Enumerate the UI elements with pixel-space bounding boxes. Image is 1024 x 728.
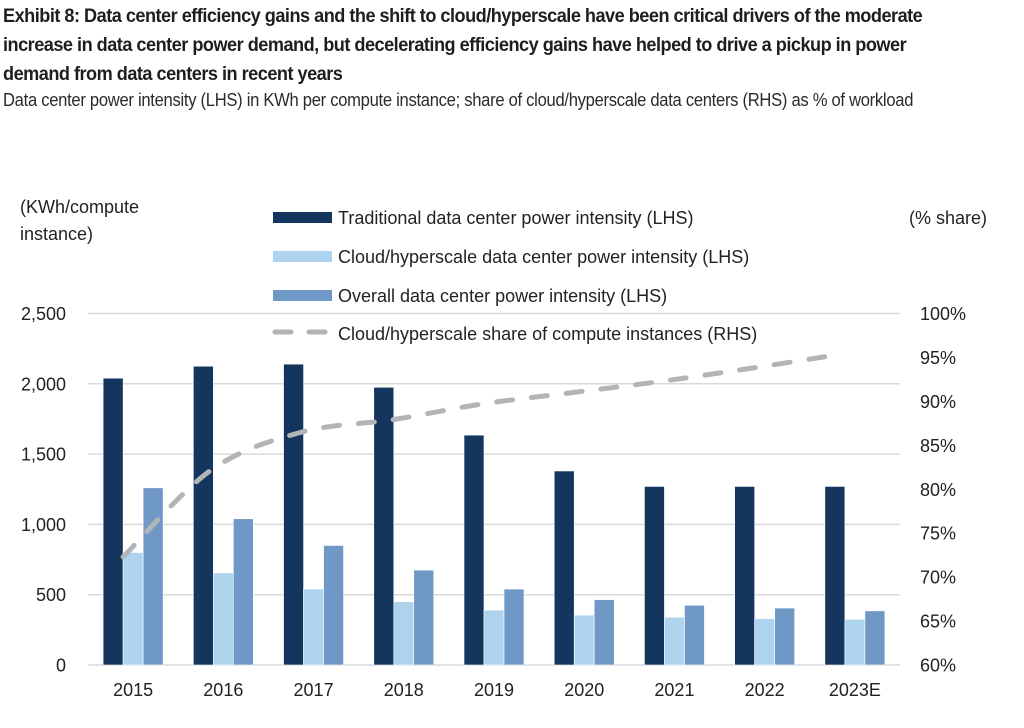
legend-swatch-overall bbox=[273, 290, 332, 301]
bar-cloud-2023E bbox=[844, 619, 866, 666]
left-axis-label-line2: instance) bbox=[20, 224, 93, 244]
x-tick-label: 2019 bbox=[474, 680, 514, 700]
x-tick-label: 2022 bbox=[745, 680, 785, 700]
right-axis-ticks: 60% 65% 70% 75% 80% 85% 90% 95% 100% bbox=[920, 304, 966, 676]
x-tick-label: 2017 bbox=[294, 680, 334, 700]
bar-cloud-2016 bbox=[213, 572, 234, 666]
right-tick-label: 85% bbox=[920, 436, 956, 456]
x-tick-label: 2018 bbox=[384, 680, 424, 700]
bar-overall-2021 bbox=[684, 604, 705, 666]
legend-swatch-cloud bbox=[273, 251, 332, 262]
bar-cloud-2017 bbox=[303, 588, 324, 666]
legend-label-traditional: Traditional data center power intensity … bbox=[338, 208, 694, 228]
x-tick-label: 2021 bbox=[654, 680, 694, 700]
bar-overall-2020 bbox=[593, 599, 615, 666]
right-tick-label: 65% bbox=[920, 612, 956, 632]
bar-traditional-2017 bbox=[283, 363, 304, 666]
x-axis-ticks: 2015 2016 2017 2018 2019 2020 2021 2022 2023E bbox=[113, 680, 881, 700]
bar-overall-2019 bbox=[503, 588, 525, 666]
bar-overall-2017 bbox=[323, 545, 344, 666]
bar-traditional-2022 bbox=[734, 486, 755, 666]
left-tick-label: 2,000 bbox=[21, 374, 66, 394]
gridlines bbox=[88, 312, 900, 666]
bars bbox=[102, 363, 886, 666]
right-tick-label: 60% bbox=[920, 656, 956, 676]
left-tick-label: 500 bbox=[36, 585, 66, 605]
left-axis-label-line1: (KWh/compute bbox=[20, 197, 139, 217]
bar-traditional-2023E bbox=[824, 486, 846, 666]
bar-traditional-2021 bbox=[644, 486, 665, 666]
right-tick-label: 70% bbox=[920, 568, 956, 588]
bar-overall-2016 bbox=[233, 518, 254, 666]
legend-label-overall: Overall data center power intensity (LHS… bbox=[338, 286, 667, 306]
bar-traditional-2018 bbox=[373, 387, 395, 666]
left-tick-label: 2,500 bbox=[21, 304, 66, 324]
bar-overall-2018 bbox=[413, 569, 435, 666]
left-tick-label: 1,500 bbox=[21, 445, 66, 465]
right-tick-label: 100% bbox=[920, 304, 966, 324]
bar-traditional-2015 bbox=[102, 377, 124, 666]
x-tick-label: 2016 bbox=[203, 680, 243, 700]
legend-label-share: Cloud/hyperscale share of compute instan… bbox=[338, 324, 757, 344]
bar-traditional-2016 bbox=[193, 365, 214, 666]
bar-cloud-2018 bbox=[393, 601, 415, 666]
share-line bbox=[120, 351, 846, 560]
right-tick-label: 95% bbox=[920, 348, 956, 368]
x-tick-label: 2015 bbox=[113, 680, 153, 700]
bar-overall-2022 bbox=[774, 607, 795, 666]
share-line-path bbox=[120, 351, 846, 560]
right-tick-label: 80% bbox=[920, 480, 956, 500]
bar-overall-2023E bbox=[864, 610, 886, 666]
chart-title: Exhibit 8: Data center efficiency gains … bbox=[3, 5, 923, 85]
bar-cloud-2020 bbox=[573, 614, 595, 666]
left-axis-ticks: 0 500 1,000 1,500 2,000 2,500 bbox=[21, 304, 66, 676]
bar-overall-2015 bbox=[142, 487, 164, 666]
right-axis-label: (% share) bbox=[909, 208, 987, 228]
left-tick-label: 1,000 bbox=[21, 515, 66, 535]
bar-cloud-2022 bbox=[754, 618, 775, 666]
x-tick-label: 2020 bbox=[564, 680, 604, 700]
legend-label-cloud: Cloud/hyperscale data center power inten… bbox=[338, 247, 749, 267]
legend-swatch-traditional bbox=[273, 212, 332, 223]
right-tick-label: 90% bbox=[920, 392, 956, 412]
bar-cloud-2021 bbox=[664, 616, 685, 666]
bar-cloud-2015 bbox=[122, 552, 144, 666]
bar-cloud-2019 bbox=[483, 609, 505, 666]
right-tick-label: 75% bbox=[920, 524, 956, 544]
chart-subtitle: Data center power intensity (LHS) in KWh… bbox=[3, 90, 914, 110]
bar-traditional-2020 bbox=[553, 470, 575, 666]
left-tick-label: 0 bbox=[56, 656, 66, 676]
bar-traditional-2019 bbox=[463, 434, 485, 666]
legend: Traditional data center power intensity … bbox=[272, 208, 757, 344]
x-tick-label: 2023E bbox=[829, 680, 881, 700]
